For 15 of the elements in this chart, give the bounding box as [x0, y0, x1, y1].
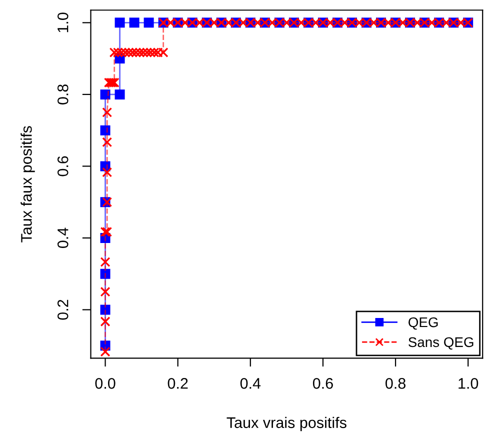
- x-tick-label: 0.6: [312, 378, 333, 389]
- x-tick-label: 0.0: [95, 378, 116, 389]
- y-axis-title: Taux faux positifs: [20, 126, 35, 242]
- legend-label: Sans QEG: [408, 337, 474, 350]
- y-tick-label: 1.0: [57, 12, 68, 32]
- y-tick-label: 0.2: [57, 300, 68, 320]
- x-tick-label: 0.8: [386, 378, 406, 389]
- x-tick-label: 1.0: [458, 378, 478, 389]
- y-tick-label: 0.8: [57, 84, 68, 104]
- y-tick-label: 0.6: [57, 156, 68, 176]
- x-tick-label: 0.2: [168, 378, 188, 389]
- legend-label: QEG: [408, 317, 438, 330]
- x-tick-label: 0.4: [240, 378, 261, 389]
- x-axis-title: Taux vrais positifs: [226, 416, 346, 432]
- y-tick-label: 0.4: [57, 228, 68, 248]
